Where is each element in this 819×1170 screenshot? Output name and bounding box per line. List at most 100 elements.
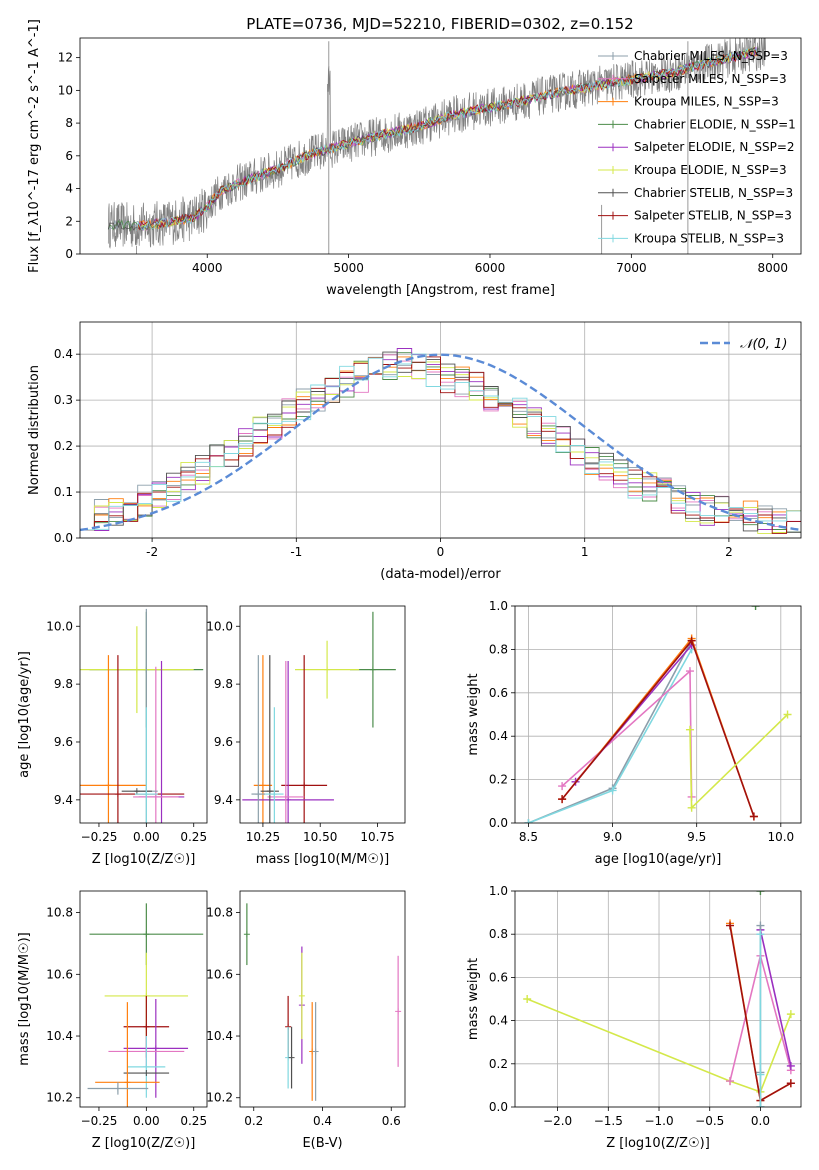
- errorbar-plot-area: [87, 903, 204, 1107]
- y-tick-label: 10.0: [206, 619, 233, 633]
- x-tick-label: 9.5: [687, 830, 706, 844]
- weight-marker: [786, 1061, 795, 1070]
- y-tick-label: 0.4: [489, 729, 508, 743]
- y-tick-label: 1.0: [489, 599, 508, 613]
- data-point: [324, 666, 331, 673]
- x-tick-label: -1: [290, 545, 302, 559]
- data-point: [143, 1063, 150, 1070]
- y-tick-label: 9.6: [54, 735, 73, 749]
- model-fit-line: [136, 48, 758, 232]
- y-tick-label: 0.8: [489, 642, 508, 656]
- y-tick-label: 10.4: [46, 1029, 73, 1043]
- weight-marker: [524, 819, 533, 823]
- y-tick-label: 1.0: [489, 884, 508, 898]
- weight-series-line: [526, 998, 792, 1093]
- spectrum-plot-area: [107, 38, 767, 254]
- axes-frame: [79, 37, 802, 255]
- x-tick-label: 8000: [757, 261, 788, 275]
- x-tick-label: 2: [725, 545, 733, 559]
- figure-title: PLATE=0736, MJD=52210, FIBERID=0302, z=0…: [246, 15, 633, 33]
- weight-marker: [523, 995, 532, 1003]
- weight-marker: [608, 786, 617, 795]
- y-tick-label: 6: [65, 149, 73, 163]
- legend-label: Kroupa MILES, N_SSP=3: [634, 95, 779, 109]
- axes-frame: [79, 605, 208, 824]
- weight-marker: [786, 1079, 795, 1088]
- data-point: [271, 791, 278, 798]
- weight-marker: [726, 1077, 735, 1086]
- weight-marker: [786, 1010, 795, 1019]
- data-point: [105, 782, 112, 789]
- legend-label: Kroupa STELIB, N_SSP=3: [634, 231, 784, 245]
- weight-marker: [756, 891, 765, 895]
- y-tick-label: 0.2: [54, 439, 73, 453]
- legend-label: Salpeter ELODIE, N_SSP=2: [634, 140, 795, 154]
- data-point: [143, 931, 150, 938]
- legend-label: Chabrier STELIB, N_SSP=3: [634, 186, 793, 200]
- y-axis-label: Normed distribution: [27, 365, 42, 495]
- x-tick-label: 5000: [333, 261, 364, 275]
- data-point: [152, 1045, 159, 1052]
- x-tick-label: 6000: [475, 261, 506, 275]
- y-tick-label: 0.2: [489, 773, 508, 787]
- x-tick-label: 0.25: [180, 1114, 207, 1128]
- y-tick-label: 10: [58, 83, 73, 97]
- x-tick-label: 9.0: [603, 830, 622, 844]
- mass-weight-vs-age-panel: 8.5 9.0 9.5 10.0 0.0 0.2 0.4 0.6 0.8 1.0 age [log1…: [466, 599, 802, 867]
- axes-frame: [514, 605, 802, 824]
- data-point: [266, 788, 273, 795]
- weight-marker: [756, 921, 765, 930]
- weight-series-line: [561, 669, 693, 798]
- x-tick-label: 0.2: [244, 1114, 263, 1128]
- y-tick-label: 10.6: [46, 967, 73, 981]
- weight-marker: [749, 812, 758, 821]
- data-point: [243, 931, 250, 938]
- y-tick-label: 4: [65, 182, 73, 196]
- legend-label: Kroupa ELODIE, N_SSP=3: [634, 163, 787, 177]
- x-tick-label: 10.75: [360, 830, 394, 844]
- x-tick-label: 8.5: [519, 830, 538, 844]
- x-tick-label: 1: [581, 545, 589, 559]
- x-tick-label: 10.50: [303, 830, 337, 844]
- weight-marker: [687, 636, 696, 645]
- x-axis-label: wavelength [Angstrom, rest frame]: [326, 283, 555, 298]
- y-tick-label: 12: [58, 51, 73, 65]
- data-point: [282, 793, 289, 800]
- axes-frame: [239, 605, 406, 824]
- data-point: [114, 791, 121, 798]
- x-tick-label: 7000: [616, 261, 647, 275]
- data-point: [133, 788, 140, 795]
- data-point: [133, 666, 140, 673]
- weight-marker: [558, 795, 567, 804]
- spectrum-panel: 4000 5000 6000 7000 8000 0 2 4 6 8 10 12 wavelength …: [27, 19, 802, 298]
- y-axis-label: mass weight: [466, 673, 481, 755]
- data-point: [395, 1008, 402, 1015]
- weight-series-line: [561, 636, 755, 817]
- y-tick-label: 0.4: [54, 347, 73, 361]
- y-tick-label: 9.8: [214, 677, 233, 691]
- weight-marker: [685, 667, 694, 676]
- x-axis-label: mass [log10(M/M☉)]: [256, 852, 389, 867]
- x-tick-label: 0.4: [313, 1114, 332, 1128]
- errorbar-plot-area: [80, 608, 204, 823]
- x-tick-label: 0: [437, 545, 445, 559]
- data-point: [143, 1023, 150, 1030]
- x-axis-label: Z [log10(Z/Z☉)]: [92, 1136, 196, 1151]
- y-axis-label: Flux [f_λ10^-17 erg cm^-2 s^-1 A^-1]: [27, 19, 42, 273]
- weight-marker: [726, 921, 735, 930]
- y-tick-label: 9.6: [214, 735, 233, 749]
- y-tick-label: 10.4: [206, 1029, 233, 1043]
- histogram-plot-area: [80, 348, 801, 534]
- x-tick-label: -2: [146, 545, 158, 559]
- y-tick-label: 0.6: [489, 970, 508, 984]
- y-tick-label: 0.1: [54, 485, 73, 499]
- y-axis-label: mass [log10(M/M☉)]: [17, 932, 32, 1065]
- x-tick-label: 0.25: [180, 830, 207, 844]
- data-point: [114, 1085, 121, 1092]
- weight-marker: [783, 710, 792, 719]
- y-tick-label: 2: [65, 214, 73, 228]
- histogram-step-line: [80, 353, 801, 531]
- x-tick-label: 0.0: [751, 1114, 770, 1128]
- x-tick-label: 10.0: [767, 830, 794, 844]
- legend-label: Salpeter STELIB, N_SSP=3: [634, 209, 792, 223]
